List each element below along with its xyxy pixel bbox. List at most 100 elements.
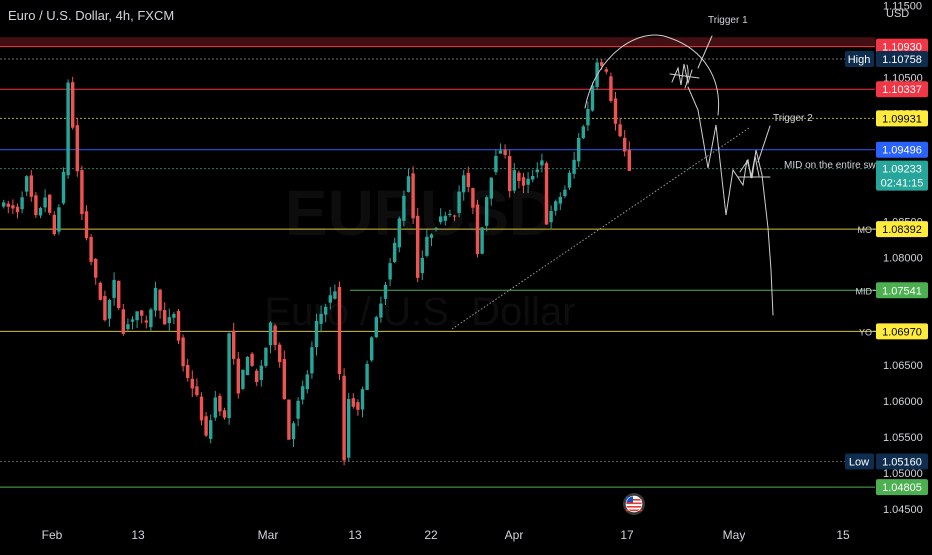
- trigger1-scribble: [669, 63, 700, 86]
- candle-body: [577, 137, 581, 162]
- watermark-subtitle: Euro / U.S. Dollar: [264, 290, 575, 334]
- candle-body: [531, 175, 535, 180]
- candle-body: [485, 197, 489, 226]
- candle-body: [255, 370, 259, 383]
- candle-body: [94, 258, 98, 278]
- price-label-box[interactable]: [876, 141, 928, 158]
- candle-body: [89, 236, 93, 262]
- candle-body: [2, 202, 6, 207]
- candle-body: [535, 169, 539, 173]
- candle-body: [494, 155, 498, 173]
- candle-body: [517, 172, 521, 181]
- candle-body: [6, 203, 10, 207]
- currency-label[interactable]: USD: [886, 8, 910, 20]
- y-axis[interactable]: 1.115001.105001.100001.095001.085001.080…: [883, 1, 923, 516]
- candle-body: [370, 337, 374, 361]
- price-label-value: 1.06970: [882, 326, 922, 338]
- candle-body: [351, 398, 355, 407]
- candle-body: [457, 191, 461, 213]
- event-icon-ring: [625, 495, 643, 513]
- candle-body: [144, 320, 148, 323]
- candle-body: [388, 263, 392, 280]
- candle-body: [443, 215, 447, 221]
- candle-body: [434, 227, 438, 230]
- x-tick-label: Feb: [42, 528, 63, 542]
- x-tick-label: 15: [836, 528, 850, 542]
- candle-body: [287, 399, 291, 440]
- trigger1-arc: [584, 34, 720, 116]
- price-label-box[interactable]: [876, 323, 928, 340]
- level-tag-mid: MID: [856, 286, 873, 296]
- candle-body: [121, 309, 125, 334]
- candle-body: [107, 299, 112, 319]
- candle-body: [425, 236, 429, 256]
- candle-body: [328, 295, 332, 303]
- price-label-box[interactable]: [876, 479, 928, 496]
- price-label-box[interactable]: [876, 221, 928, 238]
- candle-body: [232, 330, 236, 359]
- price-label-box[interactable]: [876, 160, 928, 191]
- candle-body: [80, 170, 84, 215]
- trendline[interactable]: [451, 127, 750, 330]
- x-tick-label: 13: [348, 528, 362, 542]
- y-tick-label: 1.05500: [883, 432, 923, 444]
- candle-body: [498, 150, 503, 154]
- candle-body: [512, 170, 516, 191]
- price-label-value: 1.10337: [882, 84, 922, 96]
- candle-body: [310, 347, 314, 374]
- candle-body: [11, 205, 15, 209]
- candle-body: [245, 356, 250, 376]
- candle-body: [549, 211, 553, 223]
- price-label-box[interactable]: [876, 453, 928, 470]
- us-event-flag-icon[interactable]: [623, 493, 645, 515]
- price-label-box[interactable]: [876, 110, 928, 127]
- event-icon-stripe: [626, 499, 642, 501]
- candle-body: [627, 149, 631, 171]
- candle-body: [600, 62, 604, 66]
- level-tag-low: Low: [849, 457, 869, 469]
- candle-body: [213, 397, 217, 418]
- candle-body: [618, 124, 622, 137]
- candle-body: [135, 311, 139, 321]
- price-label-value: 1.09496: [882, 145, 922, 157]
- price-label-box[interactable]: [876, 282, 928, 299]
- candle-body: [291, 423, 296, 440]
- candle-body: [20, 197, 24, 210]
- candle-body: [48, 194, 52, 213]
- candle-body: [420, 257, 424, 274]
- candle-body: [103, 296, 107, 321]
- candle-body: [153, 287, 158, 311]
- price-label-value: 1.09233: [882, 164, 922, 176]
- price-label-box[interactable]: [876, 38, 928, 55]
- y-tick-label: 1.08000: [883, 252, 923, 264]
- price-label-value: 1.08392: [882, 224, 922, 236]
- candle-body: [52, 214, 56, 235]
- candle-body: [448, 213, 452, 216]
- event-icon-stripe: [626, 506, 642, 508]
- candle-body: [402, 195, 406, 221]
- candle-body: [416, 215, 420, 278]
- y-tick-label: 1.06500: [883, 360, 923, 372]
- candle-body: [71, 82, 75, 128]
- candle-body: [567, 172, 572, 188]
- trigger2-label: Trigger 2: [773, 113, 813, 124]
- x-tick-label: May: [723, 528, 746, 542]
- candle-body: [554, 201, 558, 211]
- candle-body: [117, 280, 121, 309]
- candle-body: [314, 320, 319, 348]
- level-tag-high: High: [848, 54, 871, 66]
- price-label-box[interactable]: [876, 50, 928, 67]
- x-axis[interactable]: Feb 13 Mar 13 22 Apr 17 May 15: [42, 528, 850, 542]
- candles-group: [2, 58, 631, 466]
- price-label-value: 1.05160: [882, 457, 922, 469]
- candle-body: [195, 386, 199, 396]
- trigger2-scribble: [737, 155, 771, 179]
- price-label-box[interactable]: [876, 81, 928, 98]
- candle-body: [383, 284, 388, 299]
- candle-body: [480, 227, 484, 254]
- candle-body: [190, 378, 194, 389]
